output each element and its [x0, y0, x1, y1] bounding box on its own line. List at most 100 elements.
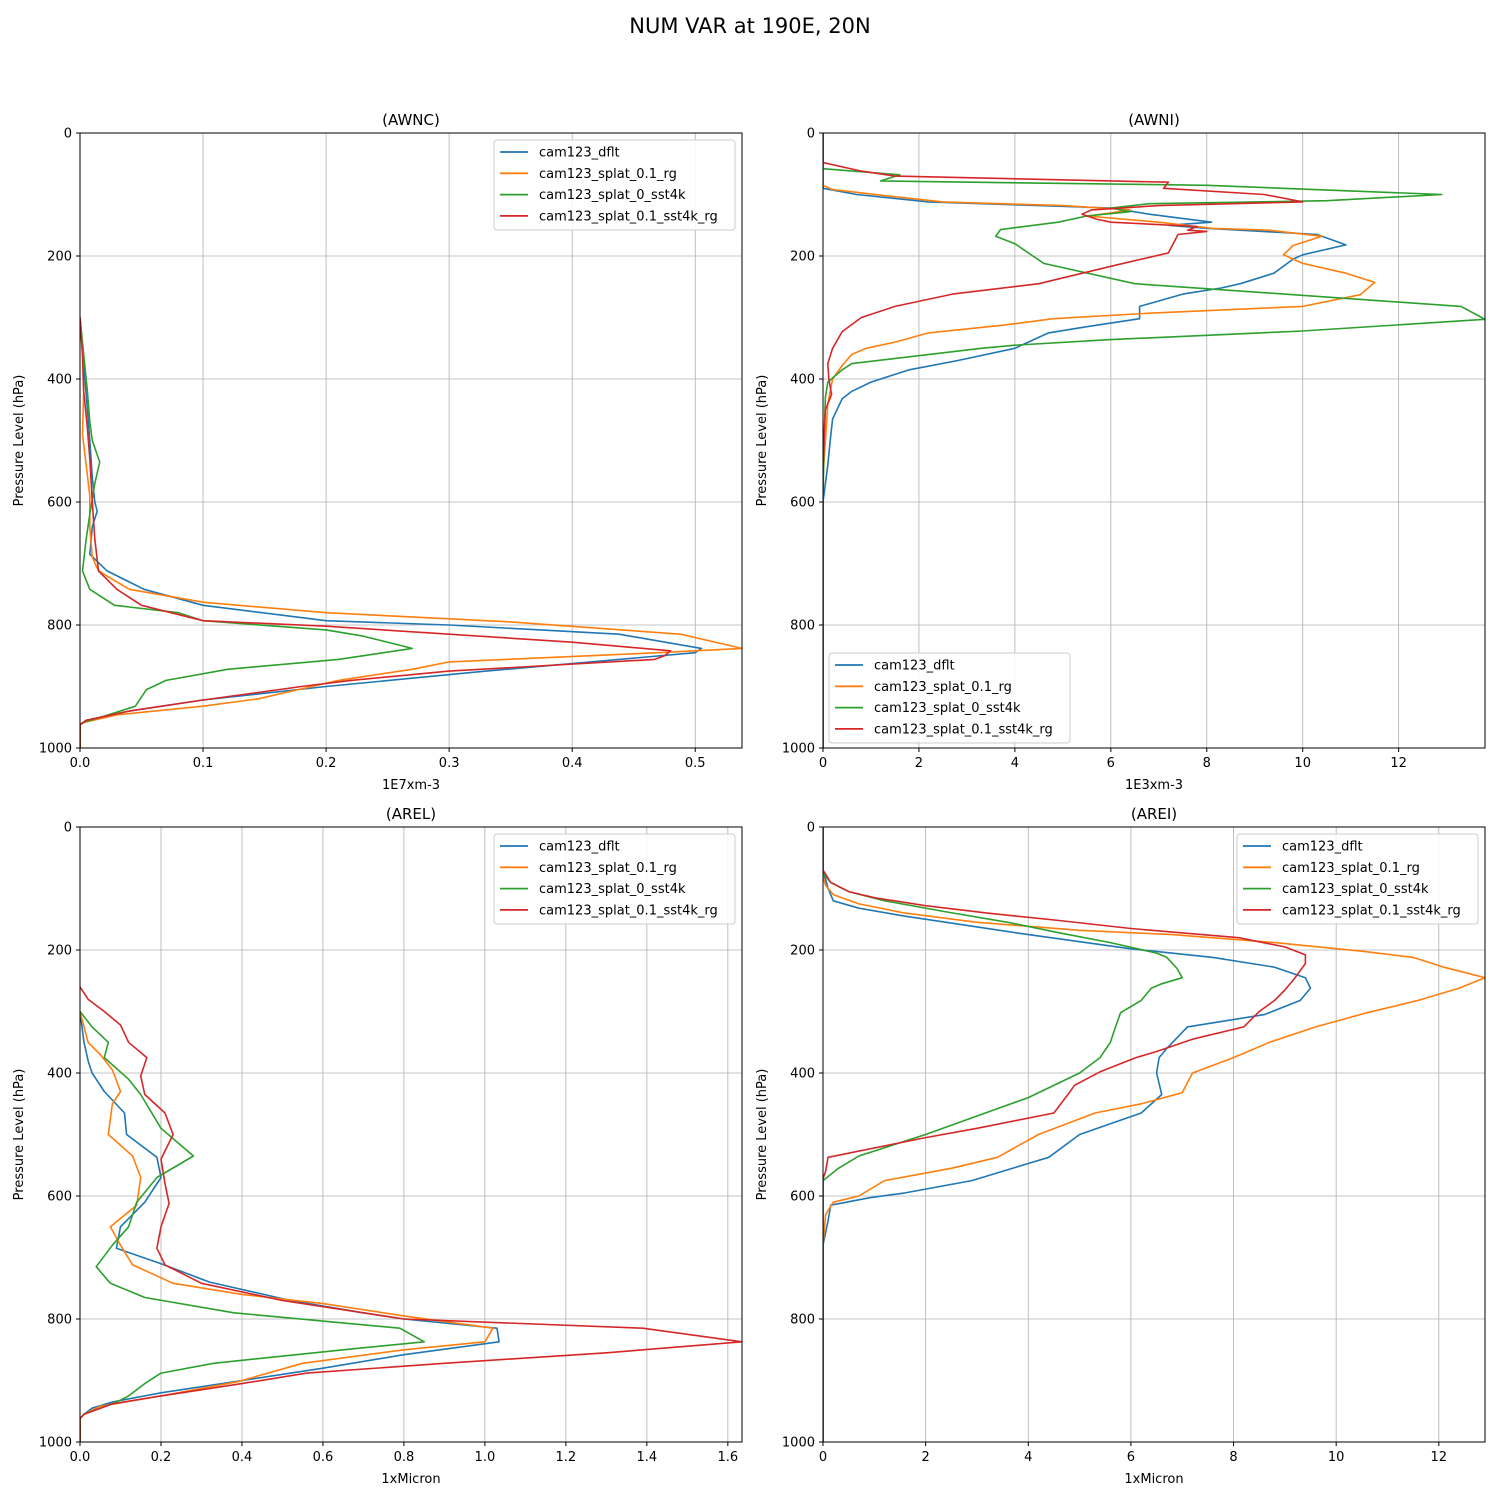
legend-label: cam123_splat_0.1_sst4k_rg: [539, 903, 718, 918]
y-tick-label: 200: [790, 944, 815, 959]
legend-label: cam123_splat_0.1_rg: [539, 167, 677, 182]
series-line-cam123-splat-0-sst4k: [80, 317, 414, 748]
x-tick-label: 0.5: [685, 756, 706, 771]
x-tick-label: 0: [819, 1450, 827, 1465]
y-tick-label: 200: [47, 250, 72, 265]
y-tick-label: 200: [47, 944, 72, 959]
series-line-cam123-splat-0-sst4k: [823, 133, 1485, 748]
series-line-cam123-splat-0-1-sst4k-rg: [80, 986, 742, 1442]
x-tick-label: 1.0: [475, 1450, 496, 1465]
series-line-cam123-splat-0-sst4k: [80, 1011, 426, 1442]
x-tick-label: 1.4: [637, 1450, 658, 1465]
x-tick-label: 0.1: [193, 756, 214, 771]
y-tick-label: 1000: [39, 1436, 72, 1451]
legend-label: cam123_splat_0_sst4k: [539, 882, 686, 897]
y-tick-label: 0: [64, 821, 72, 836]
legend-label: cam123_dflt: [1282, 840, 1363, 855]
chart-panel-2: 0 2 4 6 8 10 12 0 200 400 600 800 1000 (AWNI) 1E3xm-3 P…: [755, 111, 1486, 793]
chart-title: (AWNI): [1128, 111, 1180, 129]
x-tick-label: 6: [1127, 1450, 1135, 1465]
x-tick-label: 0.6: [313, 1450, 334, 1465]
y-tick-label: 0: [807, 127, 815, 142]
x-tick-label: 6: [1107, 756, 1115, 771]
x-tick-label: 12: [1431, 1450, 1448, 1465]
axes-frame: [822, 826, 1486, 1443]
x-axis-label: 1E7xm-3: [382, 778, 440, 793]
series-line-cam123-splat-0-sst4k: [823, 827, 1183, 1442]
series-line-cam123-splat-0-1-rg: [80, 317, 742, 748]
y-tick-label: 1000: [782, 1436, 815, 1451]
series-line-cam123-dflt: [823, 827, 1312, 1442]
x-tick-label: 2: [921, 1450, 929, 1465]
x-tick-label: 0.4: [562, 756, 583, 771]
y-tick-label: 600: [790, 496, 815, 511]
legend-label: cam123_splat_0_sst4k: [539, 188, 686, 203]
legend-label: cam123_splat_0.1_rg: [1282, 861, 1420, 876]
y-tick-label: 1000: [782, 742, 815, 757]
y-tick-label: 800: [790, 1313, 815, 1328]
legend-box: [493, 139, 736, 231]
figure-title: NUM VAR at 190E, 20N: [629, 14, 871, 38]
y-axis-label: Pressure Level (hPa): [755, 375, 770, 507]
x-axis-label: 1xMicron: [1124, 1472, 1183, 1487]
x-tick-label: 0.0: [70, 1450, 91, 1465]
series-line-cam123-dflt: [823, 133, 1347, 748]
legend-label: cam123_dflt: [874, 659, 955, 674]
series-line-cam123-splat-0-1-rg: [823, 133, 1376, 748]
legend-label: cam123_dflt: [539, 146, 620, 161]
x-tick-label: 8: [1229, 1450, 1237, 1465]
series-line-cam123-dflt: [80, 1011, 500, 1442]
axes-frame: [822, 132, 1486, 749]
x-tick-label: 0: [819, 756, 827, 771]
x-tick-label: 4: [1024, 1450, 1032, 1465]
chart-panel-3: 0.0 0.2 0.4 0.6 0.8 1.0 1.2 1.4 1.6 0 200 400 600 800…: [12, 805, 743, 1487]
x-axis-label: 1E3xm-3: [1125, 778, 1183, 793]
x-tick-label: 0.0: [70, 756, 91, 771]
series-line-cam123-dflt: [80, 317, 703, 748]
y-tick-label: 400: [790, 1067, 815, 1082]
x-tick-label: 8: [1203, 756, 1211, 771]
legend-box: [1236, 833, 1479, 925]
x-tick-label: 10: [1294, 756, 1311, 771]
series-line-cam123-splat-0-1-sst4k-rg: [80, 317, 672, 748]
legend-box: [493, 833, 736, 925]
legend-label: cam123_splat_0_sst4k: [874, 701, 1021, 716]
y-tick-label: 0: [807, 821, 815, 836]
axes-frame: [79, 826, 743, 1443]
legend-label: cam123_splat_0.1_sst4k_rg: [539, 209, 718, 224]
axes-frame: [79, 132, 743, 749]
y-tick-label: 400: [47, 373, 72, 388]
chart-panel-1: 0.0 0.1 0.2 0.3 0.4 0.5 0 200 400 600 800 1000 (AWNC…: [12, 111, 743, 793]
x-tick-label: 12: [1390, 756, 1407, 771]
legend-label: cam123_splat_0_sst4k: [1282, 882, 1429, 897]
legend-box: [828, 652, 1071, 744]
series-line-cam123-splat-0-1-sst4k-rg: [823, 827, 1307, 1442]
x-tick-label: 0.2: [151, 1450, 172, 1465]
y-axis-label: Pressure Level (hPa): [12, 375, 27, 507]
y-tick-label: 600: [47, 496, 72, 511]
x-tick-label: 0.3: [439, 756, 460, 771]
series-line-cam123-splat-0-1-sst4k-rg: [823, 133, 1304, 748]
x-axis-label: 1xMicron: [381, 1472, 440, 1487]
chart-title: (AREI): [1131, 805, 1177, 823]
y-tick-label: 600: [790, 1190, 815, 1205]
x-tick-label: 0.2: [316, 756, 337, 771]
chart-panel-4: 0 2 4 6 8 10 12 0 200 400 600 800 1000 (AREI) 1xMicron…: [755, 805, 1486, 1487]
y-tick-label: 0: [64, 127, 72, 142]
chart-title: (AWNC): [382, 111, 440, 129]
legend-label: cam123_splat_0.1_rg: [539, 861, 677, 876]
x-tick-label: 1.6: [717, 1450, 738, 1465]
series-line-cam123-splat-0-1-rg: [823, 827, 1485, 1442]
x-tick-label: 4: [1011, 756, 1019, 771]
y-tick-label: 200: [790, 250, 815, 265]
series-line-cam123-splat-0-1-rg: [80, 1011, 494, 1442]
legend-label: cam123_dflt: [539, 840, 620, 855]
y-tick-label: 800: [790, 619, 815, 634]
y-tick-label: 400: [790, 373, 815, 388]
y-tick-label: 1000: [39, 742, 72, 757]
y-tick-label: 800: [47, 619, 72, 634]
legend-label: cam123_splat_0.1_sst4k_rg: [874, 722, 1053, 737]
y-tick-label: 600: [47, 1190, 72, 1205]
